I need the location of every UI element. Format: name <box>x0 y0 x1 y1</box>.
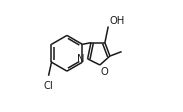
Text: OH: OH <box>109 16 125 26</box>
Text: Cl: Cl <box>44 80 54 90</box>
Text: O: O <box>101 67 109 77</box>
Text: N: N <box>77 54 85 64</box>
